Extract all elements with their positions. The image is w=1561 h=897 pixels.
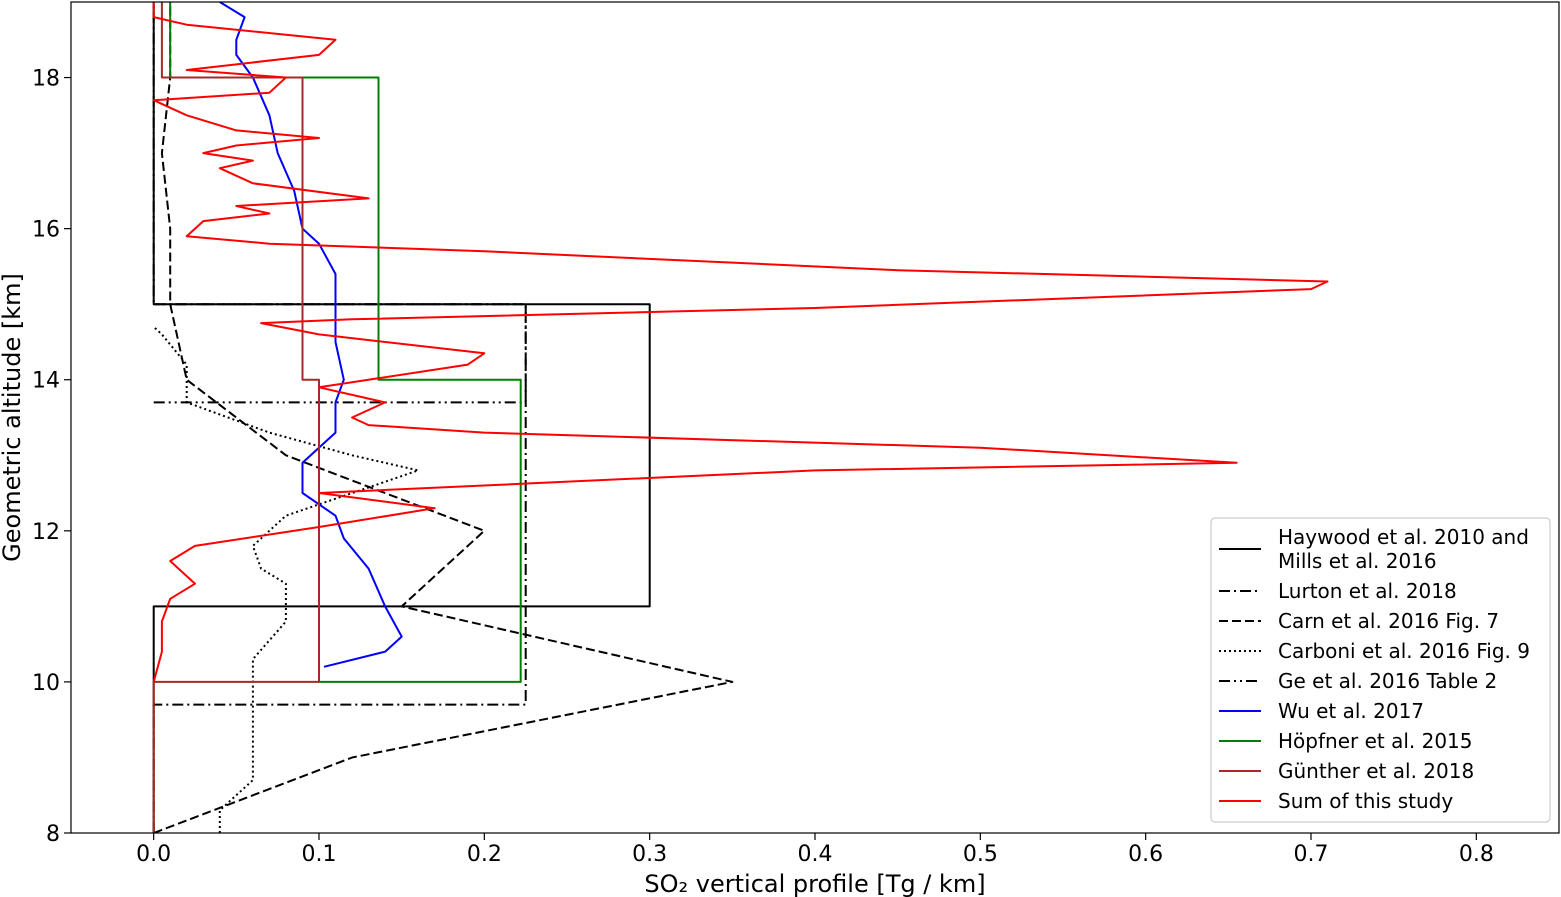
series-line-1 — [152, 2, 527, 833]
series-line-2 — [153, 2, 734, 833]
series-line-7 — [152, 2, 320, 833]
series-line-8 — [152, 2, 1329, 683]
legend-entry-6: Höpfner et al. 2015 — [1278, 729, 1473, 753]
y-tick-label: 10 — [32, 671, 60, 696]
x-tick-label: 0.3 — [632, 842, 667, 867]
plot-area — [152, 2, 1329, 833]
x-tick-label: 0.8 — [1459, 842, 1494, 867]
x-tick-label: 0.4 — [798, 842, 833, 867]
series-line-5 — [219, 2, 403, 668]
legend-entry-1: Lurton et al. 2018 — [1278, 579, 1457, 603]
y-tick-label: 8 — [46, 822, 60, 847]
legend-box — [1210, 517, 1551, 823]
x-tick-label: 0.6 — [1128, 842, 1163, 867]
x-axis-title: SO₂ vertical profile [Tg / km] — [644, 870, 985, 897]
x-tick-label: 0.7 — [1294, 842, 1329, 867]
y-axis-title: Geometric altitude [km] — [0, 273, 26, 562]
x-tick-label: 0.5 — [963, 842, 998, 867]
legend-entry-7: Günther et al. 2018 — [1278, 759, 1474, 783]
legend-entry-8: Sum of this study — [1278, 789, 1453, 813]
series-line-4 — [153, 303, 527, 404]
y-tick-label: 12 — [32, 520, 60, 545]
axis-ticks: 0.0 0.1 0.2 0.3 0.4 0.5 0.6 0.7 0.8 8 10 12 14 16 18 — [32, 67, 1494, 867]
legend-entry-0: Mills et al. 2016 — [1278, 549, 1437, 573]
legend-entry-2: Carn et al. 2016 Fig. 7 — [1278, 609, 1499, 633]
legend-entry-4: Ge et al. 2016 Table 2 — [1278, 669, 1497, 693]
y-tick-label: 14 — [32, 369, 60, 394]
y-tick-label: 18 — [32, 67, 60, 92]
y-tick-label: 16 — [32, 218, 60, 243]
series-line-6 — [169, 2, 522, 683]
legend-entry-5: Wu et al. 2017 — [1278, 699, 1424, 723]
x-tick-label: 0.0 — [136, 842, 171, 867]
x-tick-label: 0.2 — [467, 842, 502, 867]
legend-entry-3: Carboni et al. 2016 Fig. 9 — [1278, 639, 1530, 663]
x-tick-label: 0.1 — [302, 842, 337, 867]
legend-entry-0: Haywood et al. 2010 and — [1278, 525, 1529, 549]
